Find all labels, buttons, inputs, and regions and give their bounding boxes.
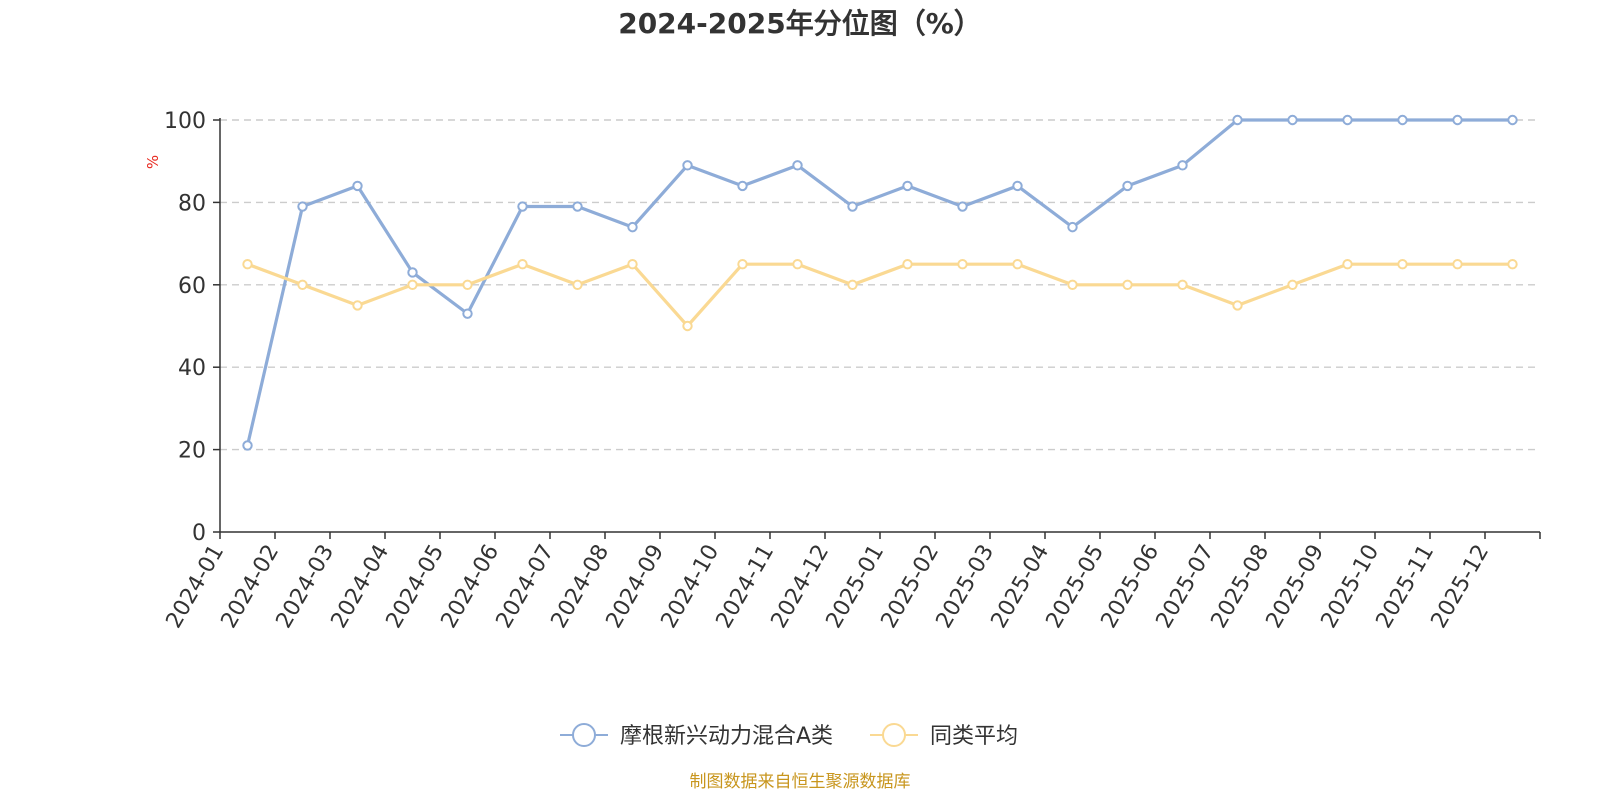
data-source-note: 制图数据来自恒生聚源数据库 — [690, 772, 911, 792]
data-point[interactable] — [517, 259, 528, 270]
data-point[interactable] — [297, 201, 308, 212]
data-point[interactable] — [407, 267, 418, 278]
y-tick-label: 80 — [178, 191, 206, 216]
y-axis-unit-label: % — [144, 155, 162, 169]
data-point[interactable] — [627, 221, 638, 233]
data-point[interactable] — [1452, 114, 1463, 126]
data-point[interactable] — [1287, 114, 1298, 126]
data-point[interactable] — [242, 440, 253, 451]
data-point[interactable] — [847, 279, 858, 290]
series-line — [246, 262, 1513, 328]
chart-title: 2024-2025年分位图（%） — [618, 7, 982, 40]
series-lines — [242, 114, 1518, 451]
legend-peer-average-marker-icon — [882, 723, 906, 747]
legend-item-fund[interactable]: 摩根新兴动力混合A类 — [560, 723, 833, 749]
data-point[interactable] — [1397, 114, 1408, 126]
data-point[interactable] — [1012, 180, 1023, 192]
data-point[interactable] — [242, 259, 253, 270]
data-point[interactable] — [1067, 279, 1078, 290]
data-point[interactable] — [737, 259, 748, 270]
data-point[interactable] — [297, 279, 308, 290]
data-point[interactable] — [462, 279, 473, 290]
data-point[interactable] — [517, 201, 528, 212]
data-point[interactable] — [1287, 279, 1298, 290]
data-point[interactable] — [902, 259, 913, 270]
y-tick-label: 0 — [192, 521, 206, 546]
axes: 0204060801002024-012024-022024-032024-04… — [162, 109, 1541, 633]
legend-item-peer-average[interactable]: 同类平均 — [870, 723, 1018, 749]
series-1 — [242, 259, 1518, 332]
data-point[interactable] — [1067, 221, 1078, 233]
data-point[interactable] — [957, 259, 968, 270]
y-tick-label: 100 — [164, 109, 206, 134]
data-point[interactable] — [682, 160, 693, 171]
data-point[interactable] — [957, 201, 968, 212]
y-tick-label: 20 — [178, 439, 206, 464]
y-tick-label: 40 — [178, 356, 206, 381]
data-point[interactable] — [847, 201, 858, 212]
data-point[interactable] — [1507, 259, 1518, 270]
data-point[interactable] — [737, 180, 748, 192]
data-point[interactable] — [1507, 114, 1518, 126]
legend-peer-average-label: 同类平均 — [930, 724, 1018, 749]
data-point[interactable] — [352, 300, 363, 311]
data-point[interactable] — [1122, 180, 1133, 192]
data-point[interactable] — [1452, 259, 1463, 270]
data-point[interactable] — [572, 279, 583, 290]
series-line — [245, 118, 1513, 446]
data-point[interactable] — [462, 308, 473, 319]
data-point[interactable] — [1012, 259, 1023, 270]
data-point[interactable] — [572, 201, 583, 212]
data-point[interactable] — [682, 320, 693, 332]
data-point[interactable] — [792, 160, 803, 171]
data-point[interactable] — [407, 279, 418, 290]
data-point[interactable] — [1177, 279, 1188, 290]
data-point[interactable] — [902, 180, 913, 192]
series-0 — [242, 114, 1518, 451]
legend[interactable]: 摩根新兴动力混合A类 同类平均 — [560, 723, 1018, 749]
data-point[interactable] — [627, 259, 638, 270]
data-point[interactable] — [1232, 300, 1243, 311]
data-point[interactable] — [1232, 114, 1243, 126]
legend-fund-label: 摩根新兴动力混合A类 — [620, 724, 833, 749]
data-point[interactable] — [792, 259, 803, 270]
data-point[interactable] — [352, 180, 363, 192]
data-point[interactable] — [1342, 259, 1353, 270]
data-point[interactable] — [1397, 259, 1408, 270]
y-tick-label: 60 — [178, 274, 206, 299]
data-point[interactable] — [1177, 160, 1188, 171]
legend-fund-marker-icon — [572, 723, 596, 747]
data-point[interactable] — [1122, 279, 1133, 290]
data-point[interactable] — [1342, 114, 1353, 126]
